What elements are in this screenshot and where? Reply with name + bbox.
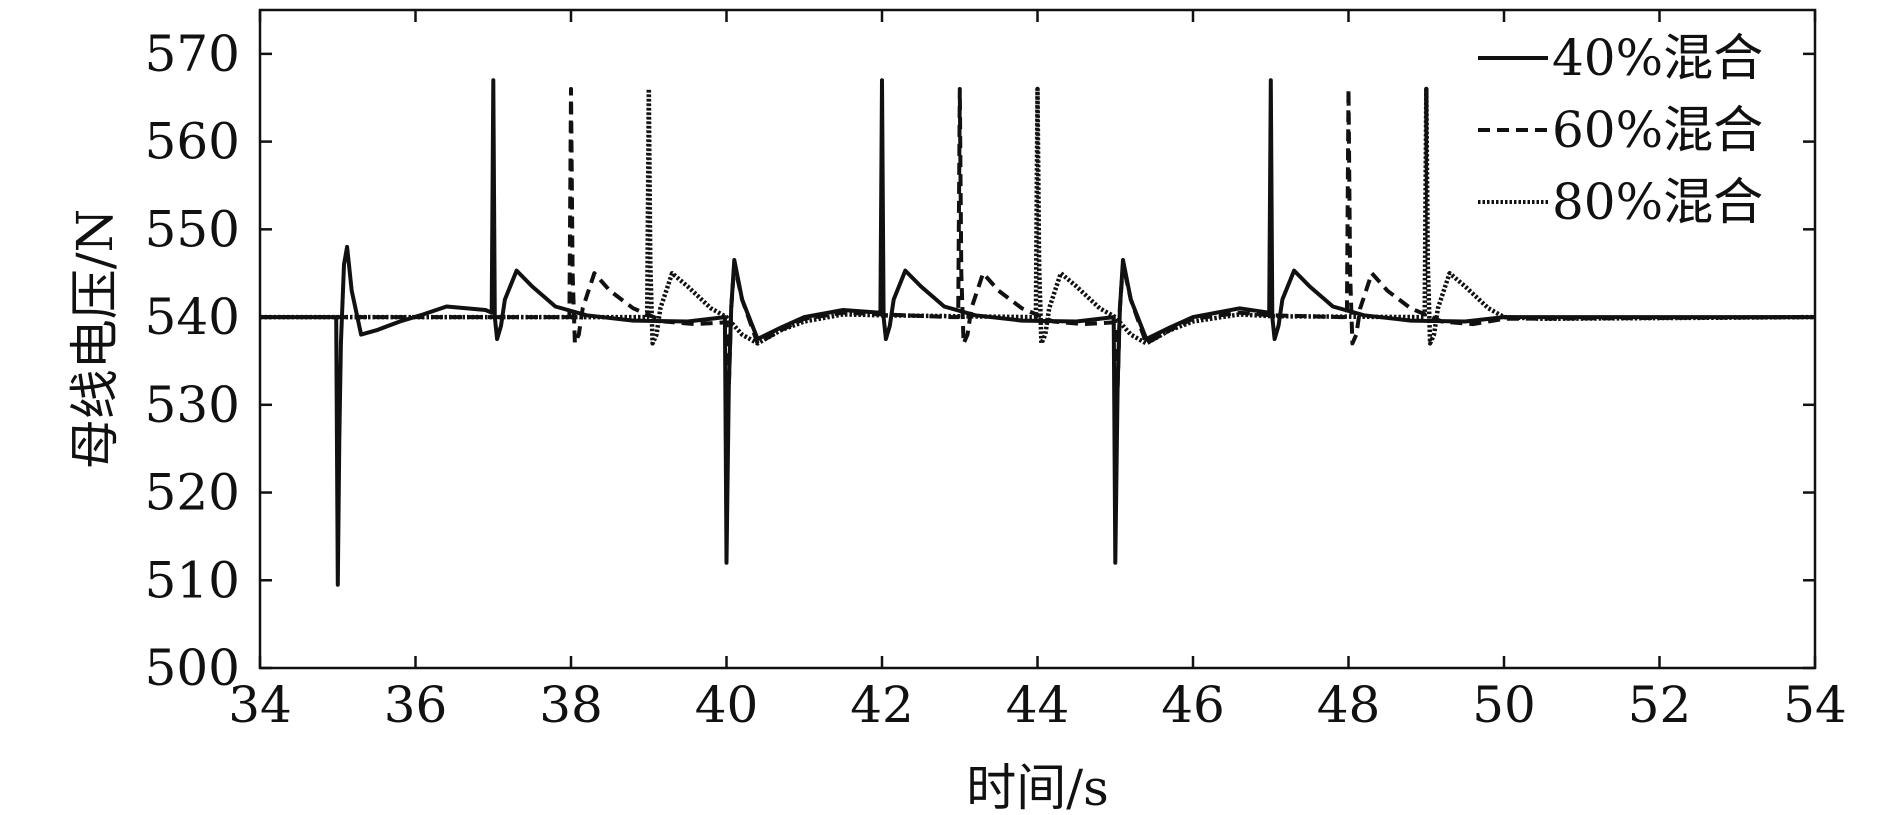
y-tick-label-500: 500 — [145, 639, 240, 697]
x-tick-label-36: 36 — [384, 676, 448, 734]
y-tick-label-530: 530 — [145, 376, 240, 434]
y-tick-label-540: 540 — [145, 288, 240, 346]
y-axis-title: 母线电压/N — [66, 209, 124, 470]
x-tick-label-54: 54 — [1783, 676, 1847, 734]
x-tick-label-38: 38 — [539, 676, 603, 734]
series-line-1 — [260, 78, 1815, 587]
x-tick-label-42: 42 — [850, 676, 914, 734]
legend-label-3: 80%混合 — [1552, 173, 1763, 231]
x-tick-label-52: 52 — [1628, 676, 1692, 734]
series-layer — [260, 78, 1816, 587]
x-tick-label-48: 48 — [1317, 676, 1381, 734]
ticks-layer: 34 36 38 40 42 44 46 48 50 52 54 500 510 520 530 540 550… — [145, 10, 1847, 734]
series-line-3 — [260, 86, 1816, 346]
x-tick-label-50: 50 — [1472, 676, 1536, 734]
legend-label-2: 60%混合 — [1552, 101, 1763, 159]
x-tick-label-44: 44 — [1006, 676, 1070, 734]
legend-label-1: 40%混合 — [1552, 29, 1763, 87]
x-tick-label-40: 40 — [695, 676, 759, 734]
y-tick-label-520: 520 — [145, 464, 240, 522]
y-tick-label-560: 560 — [145, 113, 240, 171]
x-tick-label-46: 46 — [1161, 676, 1225, 734]
x-axis-title: 时间/s — [966, 759, 1109, 815]
legend: 40%混合 60%混合 80%混合 — [1478, 29, 1763, 231]
x-tick-label-34: 34 — [228, 676, 292, 734]
y-tick-label-550: 550 — [145, 200, 240, 258]
y-tick-label-570: 570 — [145, 25, 240, 83]
y-tick-label-510: 510 — [145, 551, 240, 609]
